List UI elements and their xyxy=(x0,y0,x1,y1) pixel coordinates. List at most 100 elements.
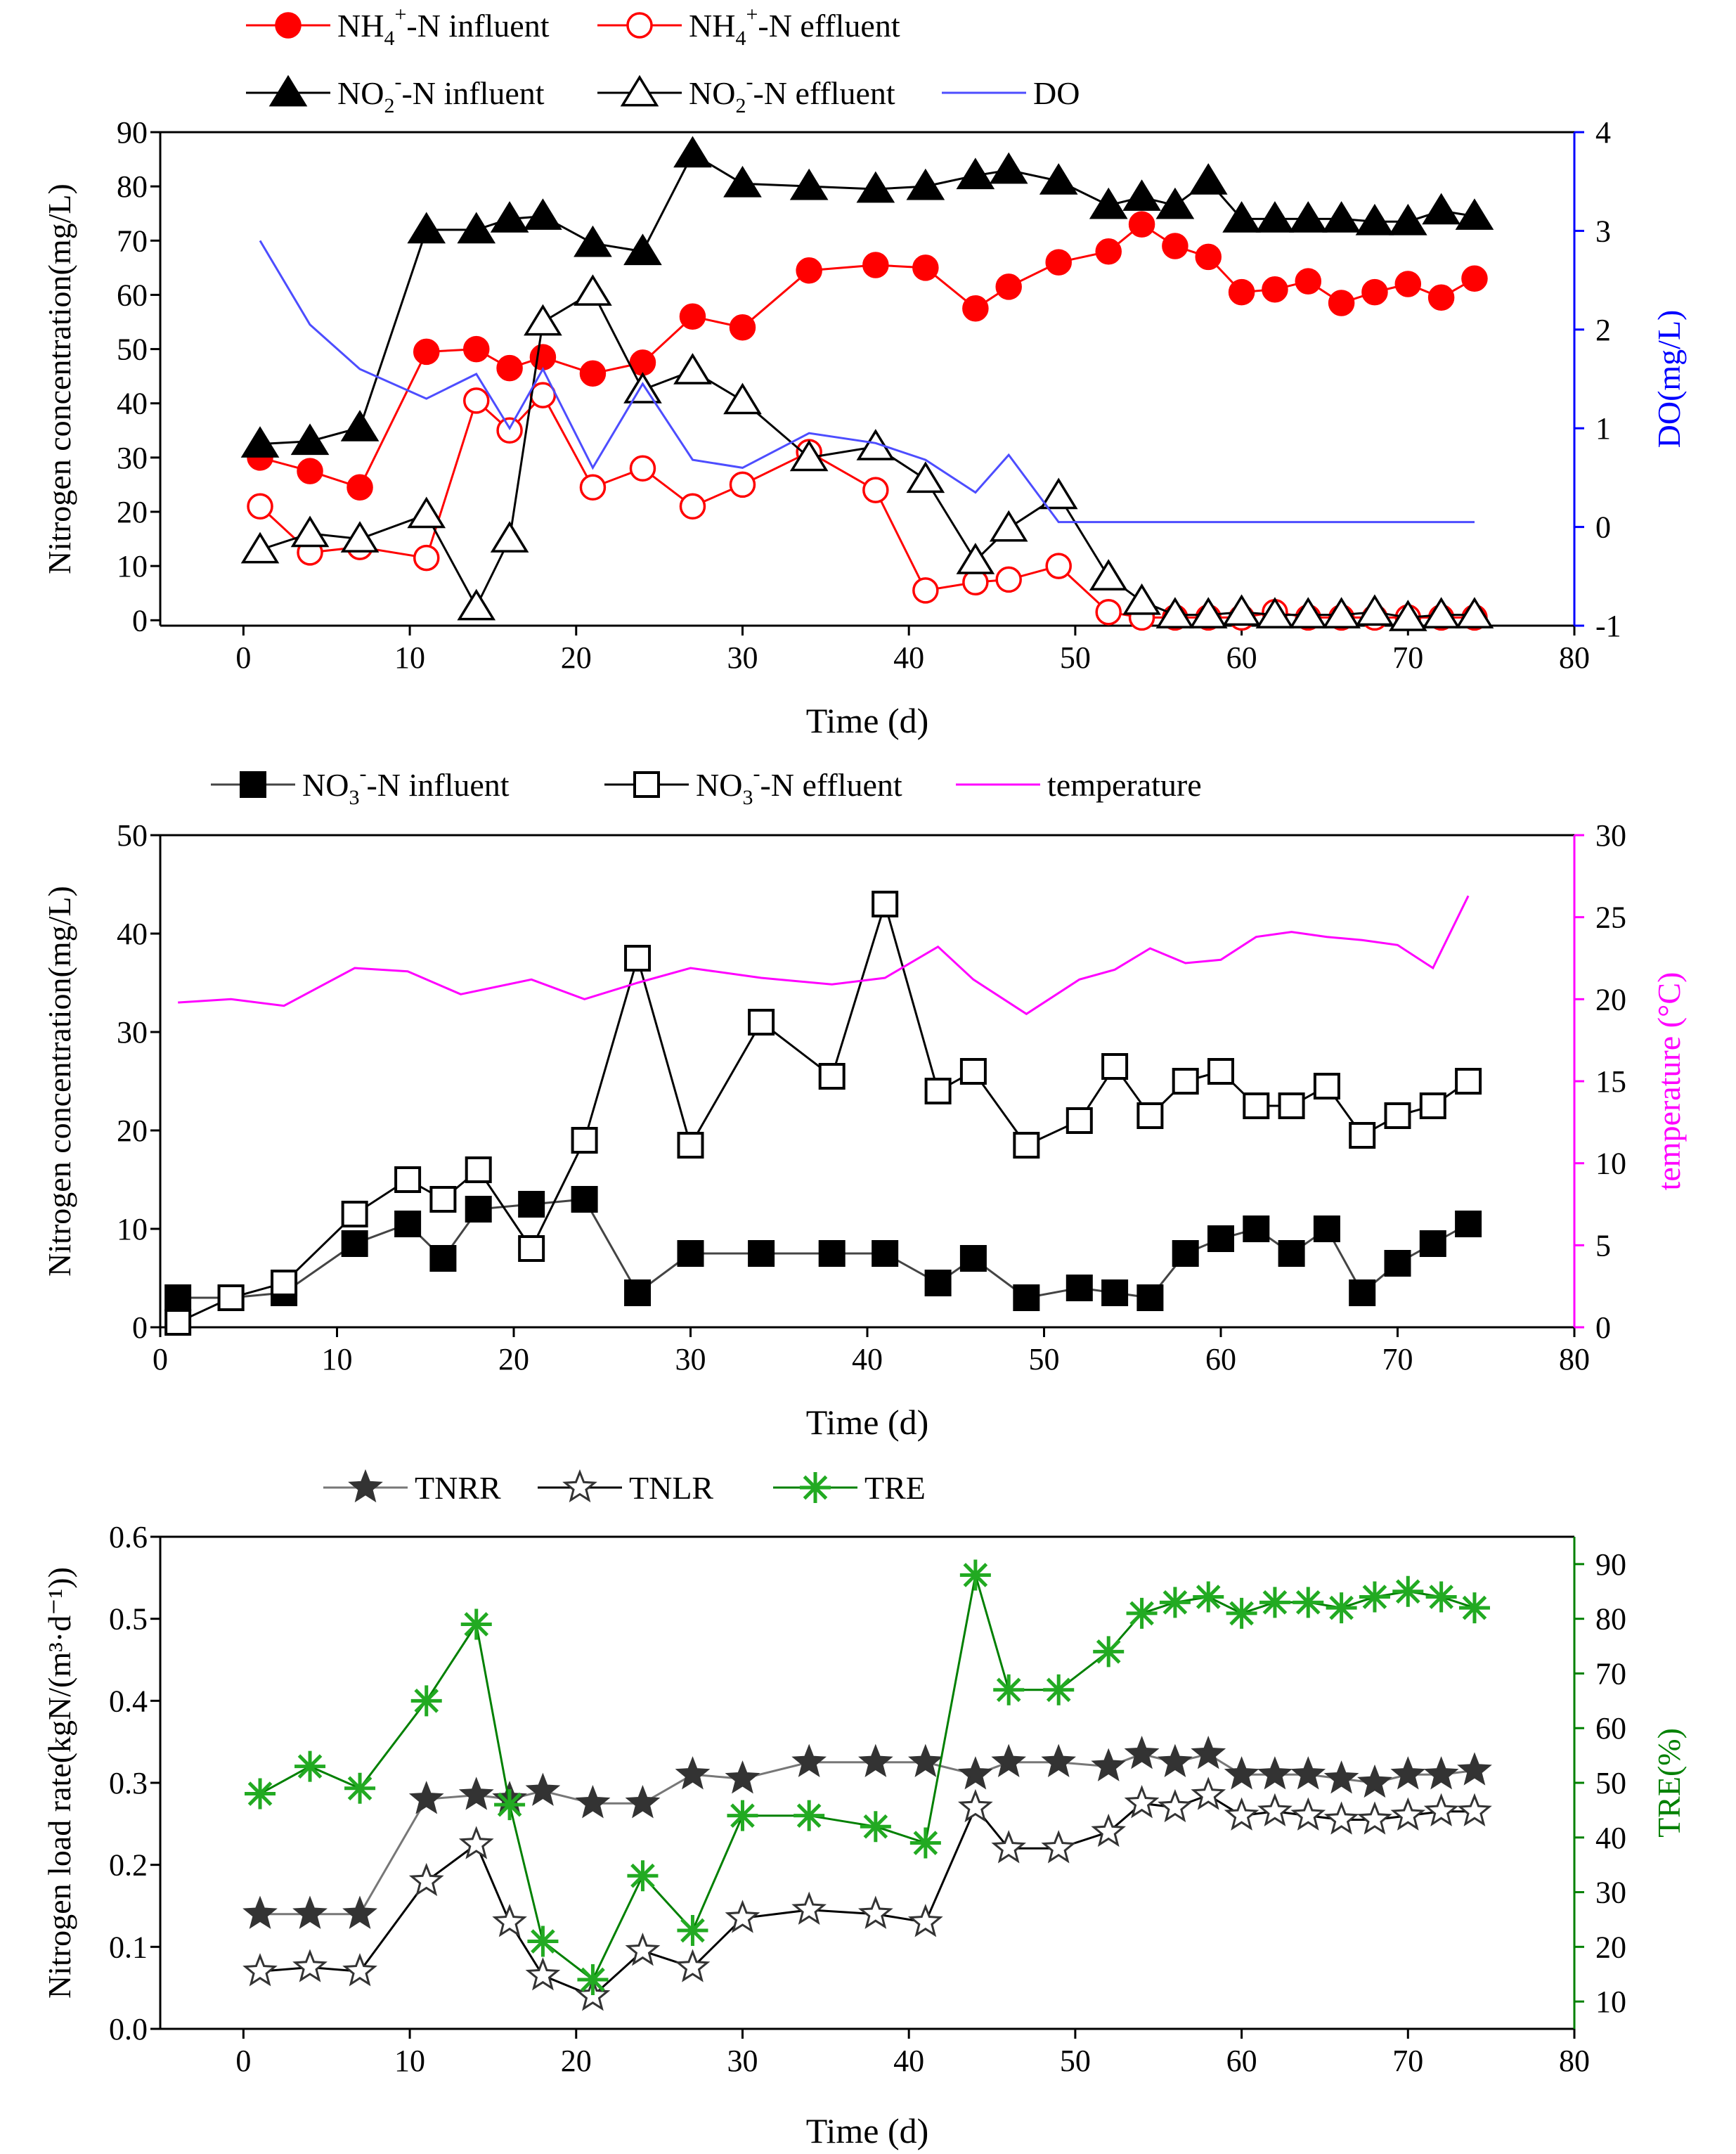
point-no3_in xyxy=(872,1240,899,1267)
y-tick-label: 0.2 xyxy=(109,1848,148,1883)
legend-label: NH4+-N effluent xyxy=(689,3,900,50)
y2-tick-label: 25 xyxy=(1595,901,1626,935)
point-tnrr xyxy=(408,1781,444,1814)
point-no2_in xyxy=(1288,201,1328,233)
point-nh4_in xyxy=(462,335,490,363)
y-tick-label: 0.1 xyxy=(109,1930,148,1964)
point-nh4_in xyxy=(796,257,822,284)
x-tick-label: 10 xyxy=(394,2044,425,2078)
point-tnlr xyxy=(675,1949,711,1982)
point-nh4_out xyxy=(729,471,756,498)
x-tick-label: 80 xyxy=(1559,2044,1590,2078)
point-tnlr xyxy=(408,1862,444,1897)
point-nh4_in xyxy=(1162,233,1188,259)
legend-marker xyxy=(803,1475,828,1500)
point-no2_out xyxy=(1222,594,1261,626)
legend-entry-tnrr: TNRR xyxy=(323,1469,501,1506)
point-nh4_in xyxy=(346,474,373,501)
point-nh4_in xyxy=(1361,278,1388,306)
x-axis-label: Time (d) xyxy=(806,701,929,740)
point-tnlr xyxy=(957,1788,993,1823)
legend-marker xyxy=(348,1469,383,1503)
point-tnrr xyxy=(1191,1736,1226,1769)
point-tnlr xyxy=(1191,1776,1226,1810)
y2-tick-label: 90 xyxy=(1595,1547,1626,1582)
x-tick-label: 40 xyxy=(852,1342,883,1376)
point-nh4_out xyxy=(413,544,440,572)
point-no2_out xyxy=(1122,583,1161,615)
point-nh4_in xyxy=(496,354,523,382)
legend-label: DO xyxy=(1033,75,1080,111)
point-no2_out xyxy=(340,521,380,553)
point-no3_in xyxy=(1207,1225,1234,1252)
legend-entry-tnlr: TNLR xyxy=(538,1469,713,1506)
x-tick-label: 50 xyxy=(1060,2044,1091,2078)
point-tre xyxy=(730,1803,755,1828)
point-tnlr xyxy=(1390,1797,1426,1831)
point-tre xyxy=(630,1863,655,1888)
y-tick-label: 10 xyxy=(117,549,148,583)
y-tick-label: 40 xyxy=(117,387,148,421)
point-no3_in xyxy=(1313,1215,1340,1242)
point-no3_in xyxy=(924,1270,952,1296)
legend-entry-nh4_out: NH4+-N effluent xyxy=(597,3,900,50)
point-nh4_in xyxy=(529,344,557,370)
point-no3_in xyxy=(394,1211,422,1237)
point-no2_in xyxy=(1455,198,1494,230)
point-tre xyxy=(414,1689,439,1713)
legend-label: NO2--N influent xyxy=(337,70,545,117)
point-no2_in xyxy=(457,212,496,244)
point-no3_in xyxy=(1278,1240,1305,1267)
y2-tick-label: 10 xyxy=(1595,1985,1626,2019)
chart-p3: 0 10 20 30 40 50 60 70 80 0.0 0.1 0.2 0.3 0.4 0.5 0.6 10… xyxy=(41,1469,1687,2150)
x-tick-label: 60 xyxy=(1205,1342,1236,1376)
y2-tick-label: 70 xyxy=(1595,1656,1626,1691)
legend-label: TNLR xyxy=(629,1470,713,1506)
point-no2_out xyxy=(290,515,330,548)
point-tre xyxy=(464,1612,489,1637)
point-tre xyxy=(347,1776,373,1801)
point-no2_in xyxy=(789,168,829,200)
point-tre xyxy=(1262,1590,1288,1615)
point-no2_in xyxy=(723,165,762,198)
point-tnlr xyxy=(1224,1797,1259,1831)
y-tick-label: 20 xyxy=(117,1114,148,1148)
point-no3_out xyxy=(1172,1068,1199,1095)
point-no3_out xyxy=(271,1270,298,1296)
point-tnrr xyxy=(342,1895,377,1929)
point-no3_in xyxy=(1455,1211,1482,1237)
point-no3_out xyxy=(1349,1122,1376,1149)
point-nh4_out xyxy=(1045,553,1072,579)
point-tnrr xyxy=(1357,1764,1392,1798)
legend-label: NO3--N influent xyxy=(302,762,510,809)
point-tre xyxy=(963,1563,988,1587)
point-nh4_out xyxy=(496,417,523,444)
point-tnlr xyxy=(1290,1797,1326,1831)
point-no3_in xyxy=(1013,1284,1040,1311)
point-no2_in xyxy=(1122,179,1161,211)
point-tnlr xyxy=(1457,1793,1492,1826)
point-nh4_in xyxy=(1128,211,1155,238)
point-nh4_in xyxy=(912,254,939,281)
y-tick-label: 20 xyxy=(117,495,148,529)
point-nh4_out xyxy=(1095,598,1122,626)
point-no3_in xyxy=(818,1240,846,1267)
point-no2_out xyxy=(1422,597,1460,628)
point-tnrr xyxy=(1091,1748,1127,1781)
point-no2_in xyxy=(856,171,895,203)
legend-label: NO3--N effluent xyxy=(696,762,902,809)
y-tick-label: 0.3 xyxy=(109,1766,148,1800)
point-no2_in xyxy=(956,157,995,190)
point-tnlr xyxy=(1323,1801,1359,1835)
y2-tick-label: 5 xyxy=(1595,1228,1611,1263)
point-nh4_out xyxy=(679,493,706,520)
point-nh4_out xyxy=(995,566,1022,593)
x-tick-label: 40 xyxy=(893,2044,924,2078)
point-tnlr xyxy=(1091,1813,1127,1847)
x-tick-label: 0 xyxy=(235,640,251,675)
point-tnlr xyxy=(1257,1793,1293,1826)
point-no3_in xyxy=(518,1191,545,1218)
point-tnrr xyxy=(1158,1743,1193,1777)
point-tnrr xyxy=(1457,1752,1492,1786)
legend-marker xyxy=(620,75,659,107)
